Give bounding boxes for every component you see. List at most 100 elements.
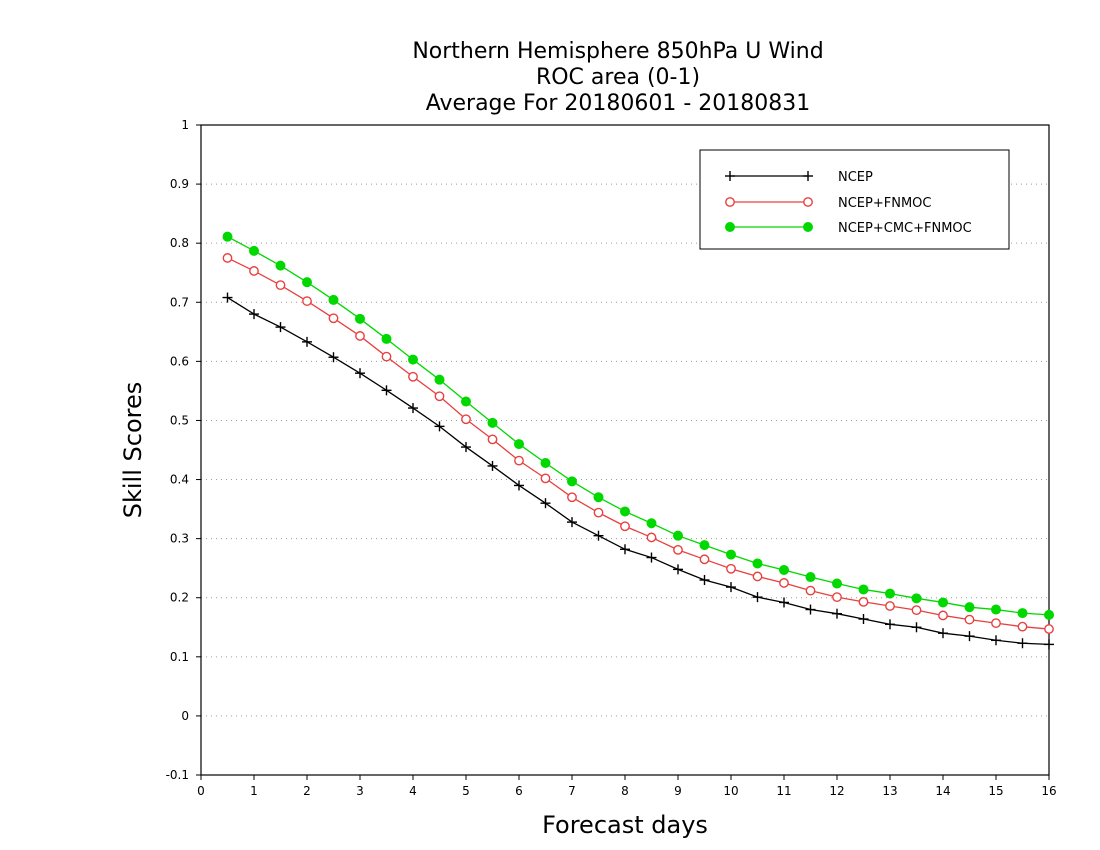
data-point-open-circle [646,532,657,543]
data-point-plus [726,582,736,593]
y-tick-label: -0.1 [166,768,189,782]
data-point-plus [991,635,1001,646]
legend-label: NCEP+FNMOC [838,196,931,211]
data-point-open-circle [275,280,286,291]
data-point-plus [434,421,445,432]
data-point-filled-circle [302,277,312,288]
data-point-open-circle [567,492,577,503]
x-tick-label: 15 [988,784,1003,798]
data-point-open-circle [725,197,735,207]
x-tick-label: 10 [723,784,738,798]
data-point-plus [1017,638,1028,649]
y-tick-label: 0.6 [170,354,189,368]
data-point-open-circle [832,592,842,603]
data-point-plus [620,544,630,555]
data-point-open-circle [540,473,551,484]
data-point-filled-circle [964,602,975,613]
x-tick-label: 7 [568,784,576,798]
data-point-filled-circle [726,549,736,560]
legend-item: NCEP [725,170,873,185]
series-ncep-fnmoc [222,253,1054,634]
data-point-filled-circle [1017,608,1028,619]
data-point-filled-circle [1044,609,1054,620]
y-axis-label: Skill Scores [119,382,147,519]
data-point-filled-circle [832,578,842,589]
data-point-plus [964,631,975,642]
x-tick-label: 0 [197,784,205,798]
series-group [222,231,1054,650]
data-point-plus [461,442,471,453]
data-point-filled-circle [885,588,895,599]
data-point-filled-circle [938,597,948,608]
data-point-filled-circle [646,518,657,529]
data-point-plus [805,604,816,615]
data-point-plus [328,352,339,363]
data-point-plus [885,619,895,630]
x-tick-label: 13 [882,784,897,798]
data-point-open-circle [593,507,604,518]
data-point-open-circle [222,253,233,263]
data-point-plus [487,460,498,471]
data-point-filled-circle [858,584,869,595]
x-axis-ticks: 0 1 2 3 4 5 6 7 8 9 10 11 12 13 14 15 16 [197,775,1057,798]
data-point-filled-circle [487,417,498,428]
x-tick-label: 4 [409,784,417,798]
y-tick-label: 0.9 [170,177,189,191]
y-tick-label: 0.5 [170,413,189,427]
x-tick-label: 5 [462,784,470,798]
x-tick-label: 16 [1041,784,1056,798]
series-ncep-cmc-fnmoc [222,231,1054,620]
data-point-filled-circle [805,572,816,583]
data-point-filled-circle [803,222,813,232]
data-point-open-circle [858,596,869,607]
data-point-filled-circle [699,540,710,551]
data-point-filled-circle [725,222,735,232]
y-tick-label: 0.3 [170,532,189,546]
chart-title-line-3: Average For 20180601 - 20180831 [426,91,811,116]
data-point-open-circle [673,544,683,555]
x-tick-label: 2 [303,784,311,798]
data-point-filled-circle [620,506,630,517]
data-point-open-circle [487,434,498,445]
data-point-plus [249,309,259,320]
chart-title: Northern Hemisphere 850hPa U Wind ROC ar… [412,39,823,116]
data-point-open-circle [249,266,259,276]
data-point-filled-circle [593,492,604,503]
data-point-open-circle [1017,621,1028,632]
data-point-filled-circle [408,354,418,365]
data-point-plus [832,608,842,619]
x-tick-label: 8 [621,784,629,798]
data-point-filled-circle [249,245,259,256]
data-point-filled-circle [434,374,445,385]
y-tick-label: 0.8 [170,236,189,250]
data-point-plus [302,336,312,347]
data-point-plus [673,564,683,575]
chart-title-line-1: Northern Hemisphere 850hPa U Wind [412,39,823,64]
data-point-open-circle [911,605,922,616]
x-tick-label: 11 [776,784,791,798]
data-point-open-circle [803,197,813,207]
legend-item: NCEP+CMC+FNMOC [725,221,972,236]
y-tick-label: 0.4 [170,473,189,487]
data-point-plus [275,322,286,333]
data-point-plus [752,592,763,603]
x-axis-label: Forecast days [542,811,708,839]
y-tick-label: 0 [181,709,189,723]
data-point-plus [381,385,392,396]
data-point-open-circle [355,331,365,341]
data-point-plus [1044,639,1054,650]
data-point-plus [779,597,789,608]
y-tick-label: 0.2 [170,591,189,605]
data-point-open-circle [302,296,312,306]
data-point-open-circle [381,351,392,362]
y-axis-ticks: -0.1 0 0.1 0.2 0.3 0.4 0.5 0.6 0.7 0.8 0.9 1 [166,118,201,782]
data-point-open-circle [699,554,710,565]
data-point-plus [911,622,922,633]
data-point-open-circle [964,614,975,625]
data-point-filled-circle [540,458,551,468]
data-point-open-circle [620,521,630,532]
data-point-plus [514,480,524,491]
x-tick-label: 9 [674,784,682,798]
data-point-filled-circle [673,530,683,541]
data-point-plus [803,171,813,181]
